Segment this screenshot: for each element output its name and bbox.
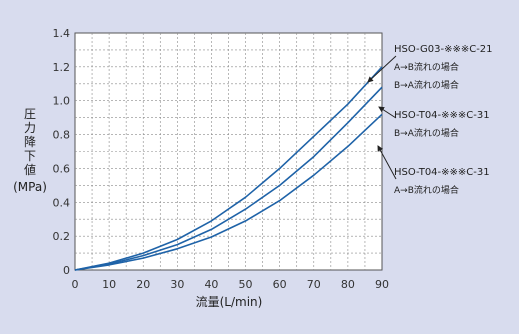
annotation-flow: B→A流れの場合: [394, 79, 459, 91]
y-tick-label: 0: [63, 264, 70, 277]
annotation-arrow: [367, 55, 397, 83]
x-origin-label: 0: [72, 278, 79, 291]
grid: [75, 33, 382, 270]
x-tick-label: 70: [307, 278, 321, 291]
annotation-arrow: [377, 145, 397, 180]
y-label-char-5: 値: [24, 162, 36, 177]
y-label-unit: (MPa): [13, 180, 47, 194]
y-tick-label: 0.4: [53, 196, 71, 209]
x-tick-label: 60: [273, 278, 287, 291]
annotation-arrow: [378, 106, 397, 119]
annotation-flow: B→A流れの場合: [394, 127, 459, 139]
x-tick-label: 40: [204, 278, 218, 291]
x-tick-label: 80: [341, 278, 355, 291]
y-tick-label: 1.4: [53, 27, 71, 40]
annotation-flow: A→B流れの場合: [394, 184, 459, 196]
y-label-char-2: 力: [24, 121, 36, 135]
x-axis-label: 流量(L/min): [196, 295, 263, 309]
annotation-model: HSO-G03-※※※C-21: [394, 44, 493, 55]
annotation-model: HSO-T04-※※※C-31: [394, 110, 490, 121]
x-tick-label: 50: [239, 278, 253, 291]
y-tick-label: 1.0: [53, 95, 71, 108]
y-label-char-4: 下: [24, 149, 36, 163]
series-line-3: [74, 113, 383, 271]
y-label-char-1: 圧: [24, 107, 36, 121]
y-tick-label: 1.2: [53, 61, 71, 74]
series-lines: [74, 66, 383, 271]
y-tick-labels: 0 0.2 0.4 0.6 0.8 1.0 1.2 1.4: [53, 27, 71, 277]
x-tick-label: 10: [102, 278, 116, 291]
y-axis-label: 圧 力 降 下 値 (MPa): [13, 107, 47, 194]
series-line-2: [74, 86, 383, 271]
y-tick-label: 0.6: [53, 162, 71, 175]
x-tick-label: 30: [170, 278, 184, 291]
annotation-model: HSO-T04-※※※C-31: [394, 167, 490, 178]
x-tick-label: 20: [136, 278, 150, 291]
y-tick-label: 0.8: [53, 129, 71, 142]
y-tick-label: 0.2: [53, 230, 71, 243]
series-line-1: [74, 66, 383, 271]
annotation-flow: A→B流れの場合: [394, 61, 459, 73]
x-tick-label: 90: [375, 278, 389, 291]
y-label-char-3: 降: [24, 135, 36, 149]
annotations: HSO-G03-※※※C-21 A→B流れの場合 B→A流れの場合 HSO-T04-※…: [367, 44, 493, 196]
x-tick-labels: 10 20 30 40 50 60 70 80 90: [102, 278, 389, 291]
